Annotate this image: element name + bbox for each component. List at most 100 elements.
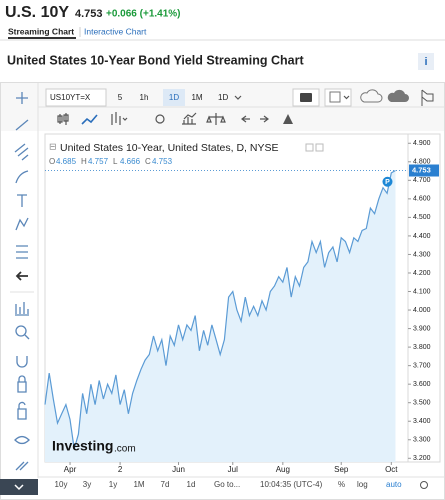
- trend-tool[interactable]: [15, 119, 29, 131]
- x-tick-label: Jun: [172, 465, 185, 474]
- dropdown-arrow[interactable]: [234, 95, 242, 100]
- cloud-load[interactable]: [387, 89, 409, 102]
- annotation[interactable]: P: [385, 179, 390, 186]
- y-tick-label: 4.200: [413, 270, 431, 277]
- x-tick-label: Apr: [64, 465, 77, 474]
- annotation-marker[interactable]: [382, 176, 393, 187]
- tab-active[interactable]: Streaming Chart: [8, 26, 74, 36]
- tab[interactable]: Interactive Chart: [84, 26, 147, 36]
- alert-icon[interactable]: [283, 114, 293, 124]
- scale-option[interactable]: log: [357, 480, 368, 489]
- active-interval[interactable]: [163, 89, 185, 106]
- indicators-icon[interactable]: [182, 112, 197, 125]
- interval[interactable]: 1h: [140, 93, 149, 102]
- bottom-bar: 10y 3y 1y 1M 7d 1d Go to... 10:04:35 (UTC-4)% lo…: [55, 480, 428, 489]
- cloud-save[interactable]: [360, 89, 383, 103]
- redo[interactable]: [260, 115, 269, 123]
- ohlc-value: 4.685: [56, 157, 77, 166]
- chart-interval[interactable]: 1D: [218, 93, 228, 102]
- range-button[interactable]: 7d: [161, 480, 170, 489]
- range-button[interactable]: 10y: [55, 480, 68, 489]
- change: +0.066 (+1.41%): [106, 9, 181, 20]
- price-axis: [407, 133, 441, 463]
- logo: Investing: [52, 438, 113, 454]
- y-tick-label: 3.300: [413, 437, 431, 444]
- box-icon: [329, 91, 341, 103]
- interval[interactable]: 1M: [191, 93, 202, 102]
- collapse-button[interactable]: [0, 479, 38, 495]
- y-tick-label: 3.900: [413, 325, 431, 332]
- brush-tool[interactable]: [15, 170, 29, 184]
- crosshair-tool[interactable]: [16, 92, 28, 104]
- line-icon[interactable]: [81, 114, 98, 125]
- y-tick-label: 4.300: [413, 251, 431, 258]
- ohlc-label: O: [49, 157, 55, 166]
- measure-tool[interactable]: [15, 302, 29, 316]
- legend-settings[interactable]: [305, 143, 314, 152]
- channel-tool[interactable]: [14, 143, 29, 161]
- range-button[interactable]: 1y: [109, 480, 117, 489]
- plot: 3.200 3.300 3.400 3.500 3.600 3.700 3.800 3.900…: [44, 140, 439, 474]
- y-tick-label: 3.600: [413, 381, 431, 388]
- y-tick-label: 3.800: [413, 344, 431, 351]
- bars-icon[interactable]: [111, 112, 128, 125]
- zoom-tool[interactable]: [15, 325, 27, 337]
- camera-icon: [300, 93, 312, 102]
- clock: 10:04:35 (UTC-4): [260, 480, 323, 489]
- pattern-tool[interactable]: [15, 217, 29, 231]
- candles-icon[interactable]: [57, 113, 69, 125]
- y-tick-label: 4.100: [413, 288, 431, 295]
- info-icon[interactable]: i: [424, 56, 427, 68]
- x-tick-label: 2: [118, 465, 123, 474]
- ohlc-value: 4.666: [120, 157, 141, 166]
- y-tick-label: 4.600: [413, 196, 431, 203]
- price: 4.753: [75, 8, 103, 20]
- left-toolbar: [10, 92, 34, 471]
- link-tool[interactable]: [15, 461, 29, 471]
- legend-series: United States 10-Year, United States, D,…: [60, 142, 278, 154]
- legend-close[interactable]: [315, 143, 324, 152]
- scale-option[interactable]: auto: [386, 480, 402, 489]
- ohlc-label: H: [81, 157, 87, 166]
- scale-option[interactable]: %: [338, 480, 345, 489]
- back-tool[interactable]: [15, 271, 28, 281]
- fullscreen[interactable]: [421, 89, 434, 106]
- fib-tool[interactable]: [16, 245, 28, 259]
- x-tick-label: Aug: [276, 465, 290, 474]
- x-tick-label: Oct: [385, 465, 398, 474]
- settings-icon[interactable]: [155, 114, 165, 124]
- zoom-handle: [24, 334, 30, 340]
- undo[interactable]: [241, 115, 250, 123]
- interval[interactable]: 5: [118, 93, 123, 102]
- legend-collapse[interactable]: ⊟: [49, 141, 57, 151]
- y-tick-label: 4.800: [413, 159, 431, 166]
- y-tick-label: 4.900: [413, 140, 431, 147]
- logo-suffix: .com: [114, 444, 136, 455]
- text-tool[interactable]: [17, 194, 27, 207]
- page-title: United States 10-Year Bond Yield Streami…: [7, 53, 304, 67]
- goto-button[interactable]: Go to...: [214, 480, 240, 489]
- y-tick-label: 4.400: [413, 233, 431, 240]
- unlock-tool[interactable]: [17, 401, 27, 420]
- y-tick-label: 4.000: [413, 307, 431, 314]
- range-button[interactable]: 1M: [133, 480, 144, 489]
- compare-icon[interactable]: [206, 113, 226, 125]
- visibility-tool[interactable]: [14, 435, 30, 445]
- line: [44, 169, 396, 450]
- symbol-input[interactable]: [45, 88, 107, 107]
- area: [45, 170, 396, 462]
- y-tick-label: 3.500: [413, 400, 431, 407]
- range-button[interactable]: 3y: [83, 480, 91, 489]
- ohlc-value: 4.757: [88, 157, 109, 166]
- range-button[interactable]: 1d: [187, 480, 196, 489]
- symbol-input-text[interactable]: US10YT=X: [50, 93, 91, 102]
- y-tick-label: 3.400: [413, 418, 431, 425]
- magnet-tool[interactable]: [16, 356, 28, 368]
- info-button[interactable]: [418, 53, 434, 70]
- lock-tool[interactable]: [17, 375, 27, 393]
- symbol: U.S. 10Y: [5, 4, 69, 21]
- interval[interactable]: 1D: [169, 93, 179, 102]
- scale-settings[interactable]: [420, 481, 428, 489]
- x-tick-label: Jul: [228, 465, 238, 474]
